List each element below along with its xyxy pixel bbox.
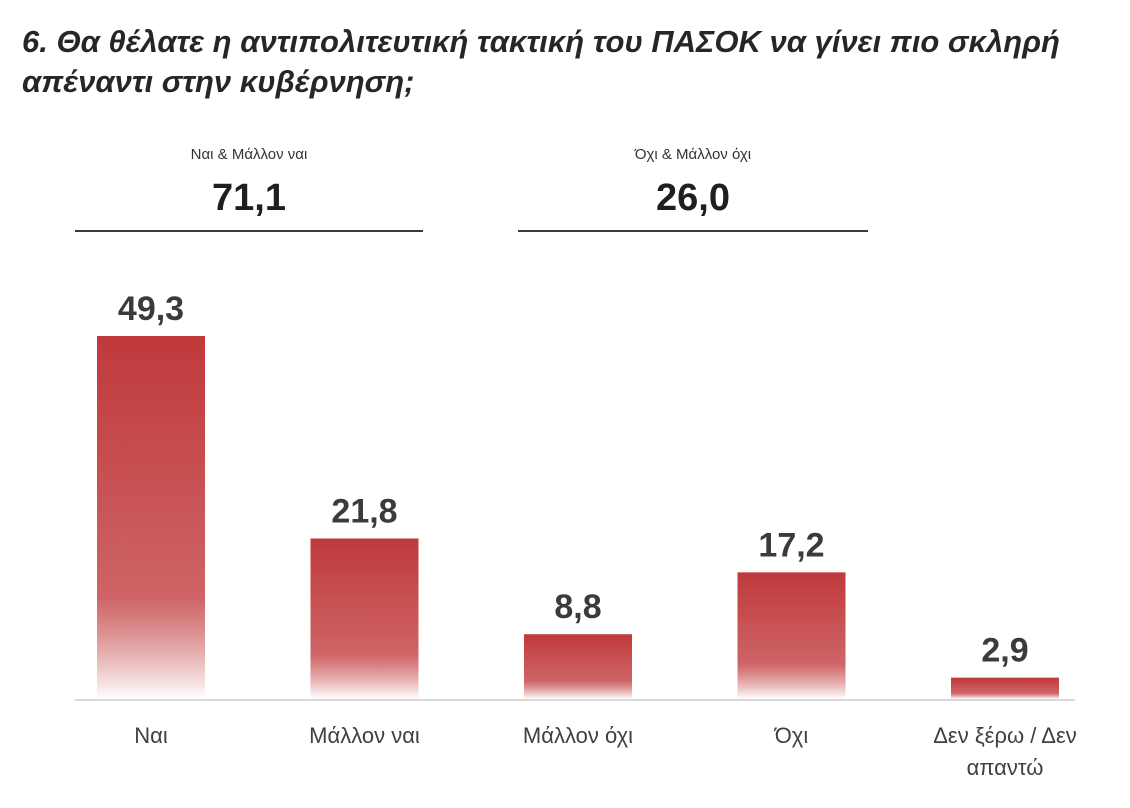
bar-value-label-2: 8,8 (554, 588, 601, 626)
bar-chart: 49,3 Ναι 21,8 Μάλλον ναι 8,8 Μάλλον όχι 17,2 Όχ… (75, 290, 1077, 780)
summary-yes: Ναι & Μάλλον ναι 71,1 (75, 144, 423, 232)
bar-value-label-3: 17,2 (758, 526, 824, 564)
bar-4 (951, 677, 1059, 699)
bar-value-label-1: 21,8 (331, 492, 397, 530)
summary-no-value: 26,0 (656, 177, 730, 219)
bar-2 (524, 634, 632, 699)
summary-no: Όχι & Μάλλον όχι 26,0 (518, 144, 868, 232)
summary-no-rule (518, 230, 868, 232)
bar-3 (737, 572, 846, 699)
bar-value-label-4: 2,9 (981, 632, 1028, 670)
summary-no-label: Όχι & Μάλλον όχι (634, 146, 752, 163)
category-label-4: Δεν ξέρω / Δεν απαντώ (933, 723, 1077, 780)
category-label-1: Μάλλον ναι (309, 723, 420, 748)
category-label-2: Μάλλον όχι (523, 723, 633, 748)
summary-yes-value: 71,1 (212, 177, 286, 219)
summary-yes-label: Ναι & Μάλλον ναι (190, 146, 308, 163)
chart-title: 6. Θα θέλατε η αντιπολιτευτική τακτική τ… (22, 24, 1060, 99)
category-label-0: Ναι (134, 723, 168, 748)
bar-0 (97, 336, 205, 699)
bar-value-label-0: 49,3 (118, 290, 184, 328)
summary-yes-rule (75, 230, 423, 232)
bar-1 (310, 538, 419, 699)
category-label-3: Όχι (774, 723, 809, 748)
